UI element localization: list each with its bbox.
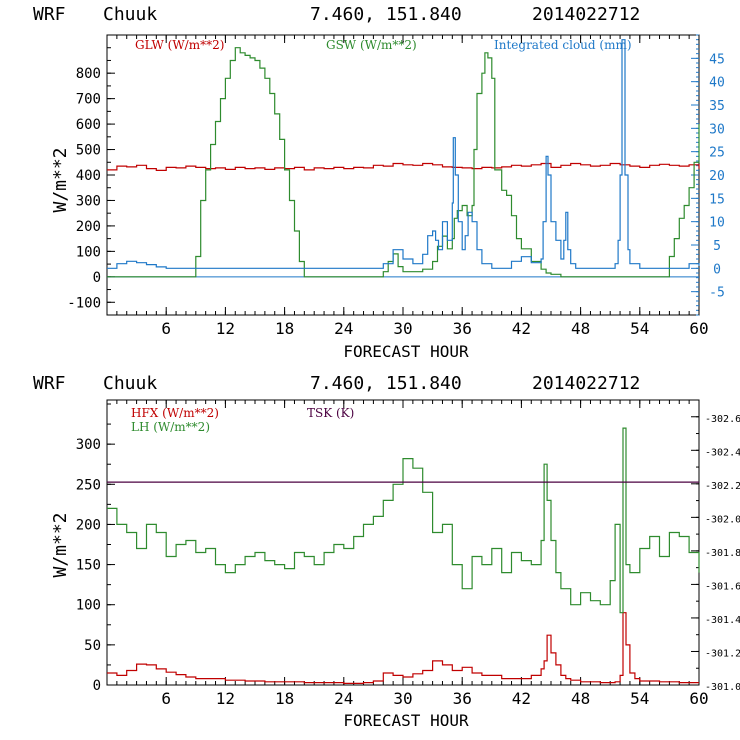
bottom-panel: WRF Chuuk 7.460, 151.840 2014022712 HFX … xyxy=(33,373,740,730)
bottom-y-tick-label: 150 xyxy=(76,558,101,574)
top-x-tick-label: 48 xyxy=(571,319,590,338)
bottom-x-axis-label: FORECAST HOUR xyxy=(343,711,469,730)
bottom-x-tick-label: 30 xyxy=(393,689,412,708)
bottom-legend-hfx: HFX (W/m**2) xyxy=(131,406,219,420)
bottom-x-tick-label: 6 xyxy=(161,689,171,708)
top-x-tick-label: 30 xyxy=(393,319,412,338)
top-title-coords: 7.460, 151.840 xyxy=(310,4,462,25)
bottom-x-tick-label: 48 xyxy=(571,689,590,708)
bottom-right-axis: -301.0 -301.2 -301.4 -301.6 -301.8 -302.0 -302… xyxy=(691,399,740,693)
top-y-tick-label: 0 xyxy=(93,270,101,286)
bottom-title-model: WRF xyxy=(33,373,66,394)
top-x-tick-label: 36 xyxy=(453,319,472,338)
top-legend-glw: GLW (W/m**2) xyxy=(135,38,224,52)
top-left-axis: -100 0 100 200 300 400 500 600 700 800 xyxy=(67,34,115,316)
bottom-y-tick-label: 100 xyxy=(76,598,101,614)
bottom-y2-tick-label: -301.2 xyxy=(705,648,740,659)
top-y2-tick-label: 0 xyxy=(713,262,721,277)
top-y-tick-label: 700 xyxy=(76,92,101,108)
top-y2-tick-label: 15 xyxy=(709,192,725,207)
bottom-x-tick-label: 54 xyxy=(630,689,649,708)
bottom-x-tick-label: 42 xyxy=(512,689,531,708)
top-legend: GLW (W/m**2) GSW (W/m**2) Integrated clo… xyxy=(135,38,632,52)
bottom-y2-tick-label: -302.4 xyxy=(705,447,740,458)
bottom-title-run: 2014022712 xyxy=(532,373,640,394)
bottom-y-tick-label: 50 xyxy=(84,638,101,654)
top-legend-gsw: GSW (W/m**2) xyxy=(326,38,417,52)
bottom-title-site: Chuuk xyxy=(103,373,157,394)
top-title-model: WRF xyxy=(33,4,66,25)
top-right-axis: -5 0 5 10 15 20 25 30 35 40 45 xyxy=(691,34,725,316)
top-x-tick-label: 12 xyxy=(216,319,235,338)
bottom-series-hfx-line xyxy=(107,612,699,685)
bottom-y2-tick-label: -302.6 xyxy=(705,414,740,425)
bottom-y2-tick-label: -302.0 xyxy=(705,514,740,525)
top-series-group xyxy=(107,39,700,278)
bottom-series-group xyxy=(107,427,700,685)
top-series-glw-line xyxy=(107,162,700,171)
top-x-tick-label: 6 xyxy=(161,319,171,338)
bottom-legend-tsk: TSK (K) xyxy=(307,406,354,420)
top-panel: WRF Chuuk 7.460, 151.840 2014022712 GLW … xyxy=(33,4,725,361)
top-y2-tick-label: 25 xyxy=(709,146,725,161)
top-y2-tick-label: 40 xyxy=(709,76,725,91)
top-y2-tick-label: -5 xyxy=(709,286,725,301)
bottom-y2-tick-label: -301.6 xyxy=(705,581,740,592)
top-y-tick-label: -100 xyxy=(67,295,101,311)
bottom-y2-tick-label: -302.2 xyxy=(705,481,740,492)
bottom-x-axis: 6 12 18 24 30 36 42 48 54 60 xyxy=(106,400,709,708)
top-y2-tick-label: 35 xyxy=(709,99,725,114)
bottom-y2-tick-label: -301.0 xyxy=(705,682,740,693)
top-x-tick-label: 54 xyxy=(630,319,649,338)
bottom-x-tick-label: 18 xyxy=(275,689,294,708)
bottom-y-tick-label: 0 xyxy=(93,678,101,694)
top-x-tick-label: 24 xyxy=(334,319,353,338)
top-series-cloud-line xyxy=(107,39,700,269)
top-y-tick-label: 400 xyxy=(76,168,101,184)
bottom-x-tick-label: 12 xyxy=(216,689,235,708)
bottom-y-axis-label: W/m**2 xyxy=(50,512,71,577)
top-y2-tick-label: 10 xyxy=(709,216,725,231)
bottom-x-tick-label: 24 xyxy=(334,689,353,708)
top-x-tick-label: 18 xyxy=(275,319,294,338)
bottom-y2-tick-label: -301.4 xyxy=(705,615,740,626)
top-x-tick-label: 42 xyxy=(512,319,531,338)
top-y2-tick-label: 5 xyxy=(713,239,721,254)
bottom-y-tick-label: 200 xyxy=(76,517,101,533)
top-x-axis: 6 12 18 24 30 36 42 48 54 60 xyxy=(106,35,709,338)
top-x-tick-label: 60 xyxy=(689,319,708,338)
bottom-y-tick-label: 250 xyxy=(76,477,101,493)
top-x-axis-label: FORECAST HOUR xyxy=(343,342,469,361)
bottom-x-tick-label: 36 xyxy=(453,689,472,708)
top-y-tick-label: 100 xyxy=(76,244,101,260)
top-legend-cloud: Integrated cloud (mm) xyxy=(494,38,632,52)
top-y2-tick-label: 30 xyxy=(709,122,725,137)
top-y-tick-label: 300 xyxy=(76,193,101,209)
bottom-y2-tick-label: -301.8 xyxy=(705,548,740,559)
top-title-site: Chuuk xyxy=(103,4,157,25)
bottom-y-tick-label: 300 xyxy=(76,437,101,453)
top-y-tick-label: 600 xyxy=(76,117,101,133)
top-y2-tick-label: 20 xyxy=(709,169,725,184)
bottom-left-axis: 0 50 100 150 200 250 300 xyxy=(76,403,115,694)
bottom-legend: HFX (W/m**2) LH (W/m**2) TSK (K) xyxy=(131,406,354,434)
top-y-tick-label: 500 xyxy=(76,143,101,159)
top-title-run: 2014022712 xyxy=(532,4,640,25)
bottom-x-tick-label: 60 xyxy=(689,689,708,708)
top-y2-tick-label: 45 xyxy=(709,52,725,67)
top-series-gsw-line xyxy=(107,47,700,278)
bottom-title-coords: 7.460, 151.840 xyxy=(310,373,462,394)
top-y-tick-label: 200 xyxy=(76,219,101,235)
top-y-tick-label: 800 xyxy=(76,66,101,82)
bottom-legend-lh: LH (W/m**2) xyxy=(131,420,210,434)
bottom-series-lh-line xyxy=(107,427,700,614)
top-y-axis-label: W/m**2 xyxy=(50,147,71,212)
